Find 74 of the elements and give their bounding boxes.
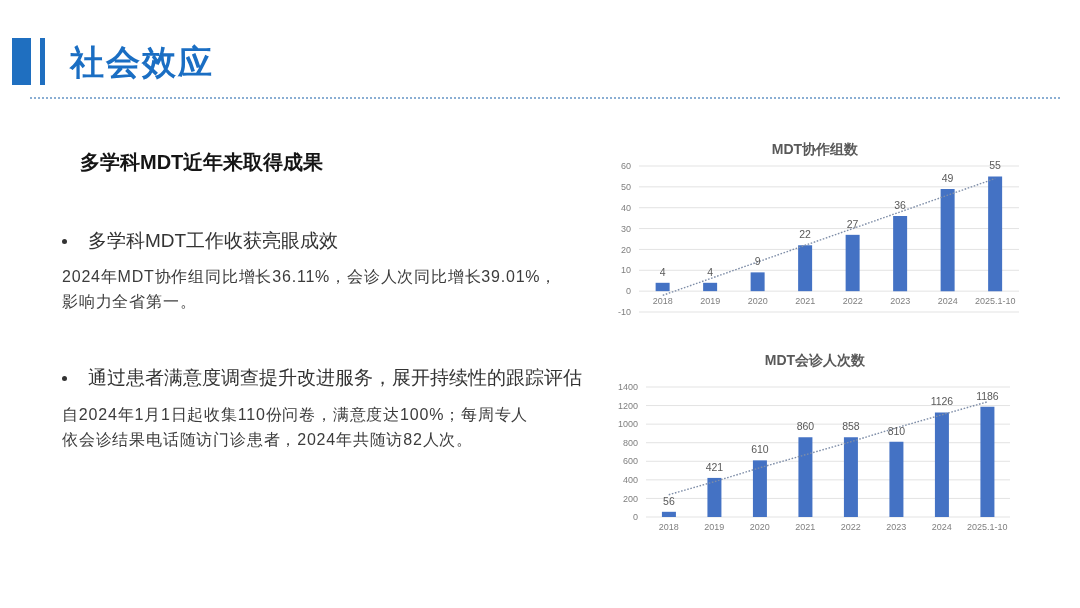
bar (661, 511, 676, 517)
x-tick-label: 2025.1-10 (974, 296, 1016, 307)
text: 多学科MDT近年来取得成果 (80, 150, 324, 174)
y-tick-label: 1200 (617, 400, 638, 411)
data-label: 1186 (976, 389, 999, 402)
data-label: 9 (754, 255, 761, 268)
chart-title: MDT会诊人次数 (763, 351, 867, 370)
y-tick-label: 60 (620, 161, 631, 172)
data-label: 810 (887, 424, 906, 437)
text: 2024年MDT协作组同比增长36.11%，会诊人次同比增长39.01%， (62, 267, 558, 287)
y-tick-label: 200 (622, 493, 638, 504)
x-tick-label: 2020 (749, 522, 770, 532)
data-label: 421 (705, 460, 724, 473)
y-tick-label: 50 (620, 182, 631, 193)
data-label: 49 (941, 171, 954, 184)
x-tick-label: 2020 (747, 296, 768, 307)
bar (703, 282, 718, 292)
bar (845, 234, 860, 292)
text: 社会效应 (70, 42, 214, 83)
data-label: 36 (894, 199, 907, 212)
data-label: 4 (659, 265, 666, 278)
text: 通过患者满意度调查提升改进服务，展开持续性的跟踪评估 (88, 366, 582, 390)
x-tick-label: 2024 (931, 522, 952, 532)
y-tick-label: 30 (620, 223, 631, 234)
bar (889, 441, 904, 517)
x-tick-label: 2018 (652, 296, 673, 307)
bar (988, 176, 1003, 292)
x-tick-label: 2023 (890, 296, 911, 307)
bar (798, 437, 813, 517)
bar (940, 188, 955, 292)
y-tick-label: 800 (622, 437, 638, 448)
data-label: 56 (663, 494, 675, 507)
y-tick-label: 10 (620, 265, 631, 276)
x-tick-label: 2024 (937, 296, 958, 307)
text: 依会诊结果电话随访门诊患者，2024年共随访82人次。 (62, 430, 473, 450)
y-tick-label: 20 (620, 244, 631, 255)
data-label: 27 (846, 217, 859, 230)
y-tick-label: -10 (617, 307, 631, 318)
x-tick-label: 2023 (886, 522, 907, 532)
y-tick-label: 0 (632, 512, 638, 523)
x-tick-label: 2022 (840, 522, 861, 532)
x-tick-label: 2019 (700, 296, 721, 307)
bar (980, 406, 995, 517)
y-tick-label: 400 (622, 475, 638, 486)
y-tick-label: 40 (620, 202, 631, 213)
y-tick-label: 1400 (617, 382, 638, 393)
y-tick-label: 600 (622, 456, 638, 467)
x-tick-label: 2018 (658, 522, 679, 532)
bar (750, 272, 765, 292)
x-tick-label: 2019 (704, 522, 725, 532)
data-label: 610 (751, 443, 769, 456)
y-tick-label: 1000 (617, 419, 638, 430)
x-tick-label: 2021 (795, 522, 816, 532)
text: 自2024年1月1日起收集110份问卷，满意度达100%；每周专人 (62, 405, 529, 425)
data-label: 22 (799, 228, 812, 241)
data-label: 860 (796, 420, 815, 433)
bar (655, 282, 670, 292)
data-label: 1126 (930, 395, 954, 408)
bar (798, 245, 813, 292)
text: 多学科MDT工作收获亮眼成效 (88, 229, 339, 253)
y-tick-label: 0 (625, 286, 631, 297)
bar (843, 437, 858, 517)
x-tick-label: 2025.1-10 (966, 522, 1008, 532)
bar (752, 460, 767, 517)
data-label: 4 (707, 265, 714, 278)
text: 影响力全省第一。 (62, 292, 197, 312)
x-tick-label: 2022 (842, 296, 863, 307)
data-label: 55 (989, 159, 1002, 172)
bar (893, 216, 908, 292)
x-tick-label: 2021 (795, 296, 816, 307)
bar (934, 412, 949, 517)
chart-title: MDT协作组数 (770, 140, 860, 159)
data-label: 858 (842, 420, 860, 433)
bar (707, 477, 722, 517)
